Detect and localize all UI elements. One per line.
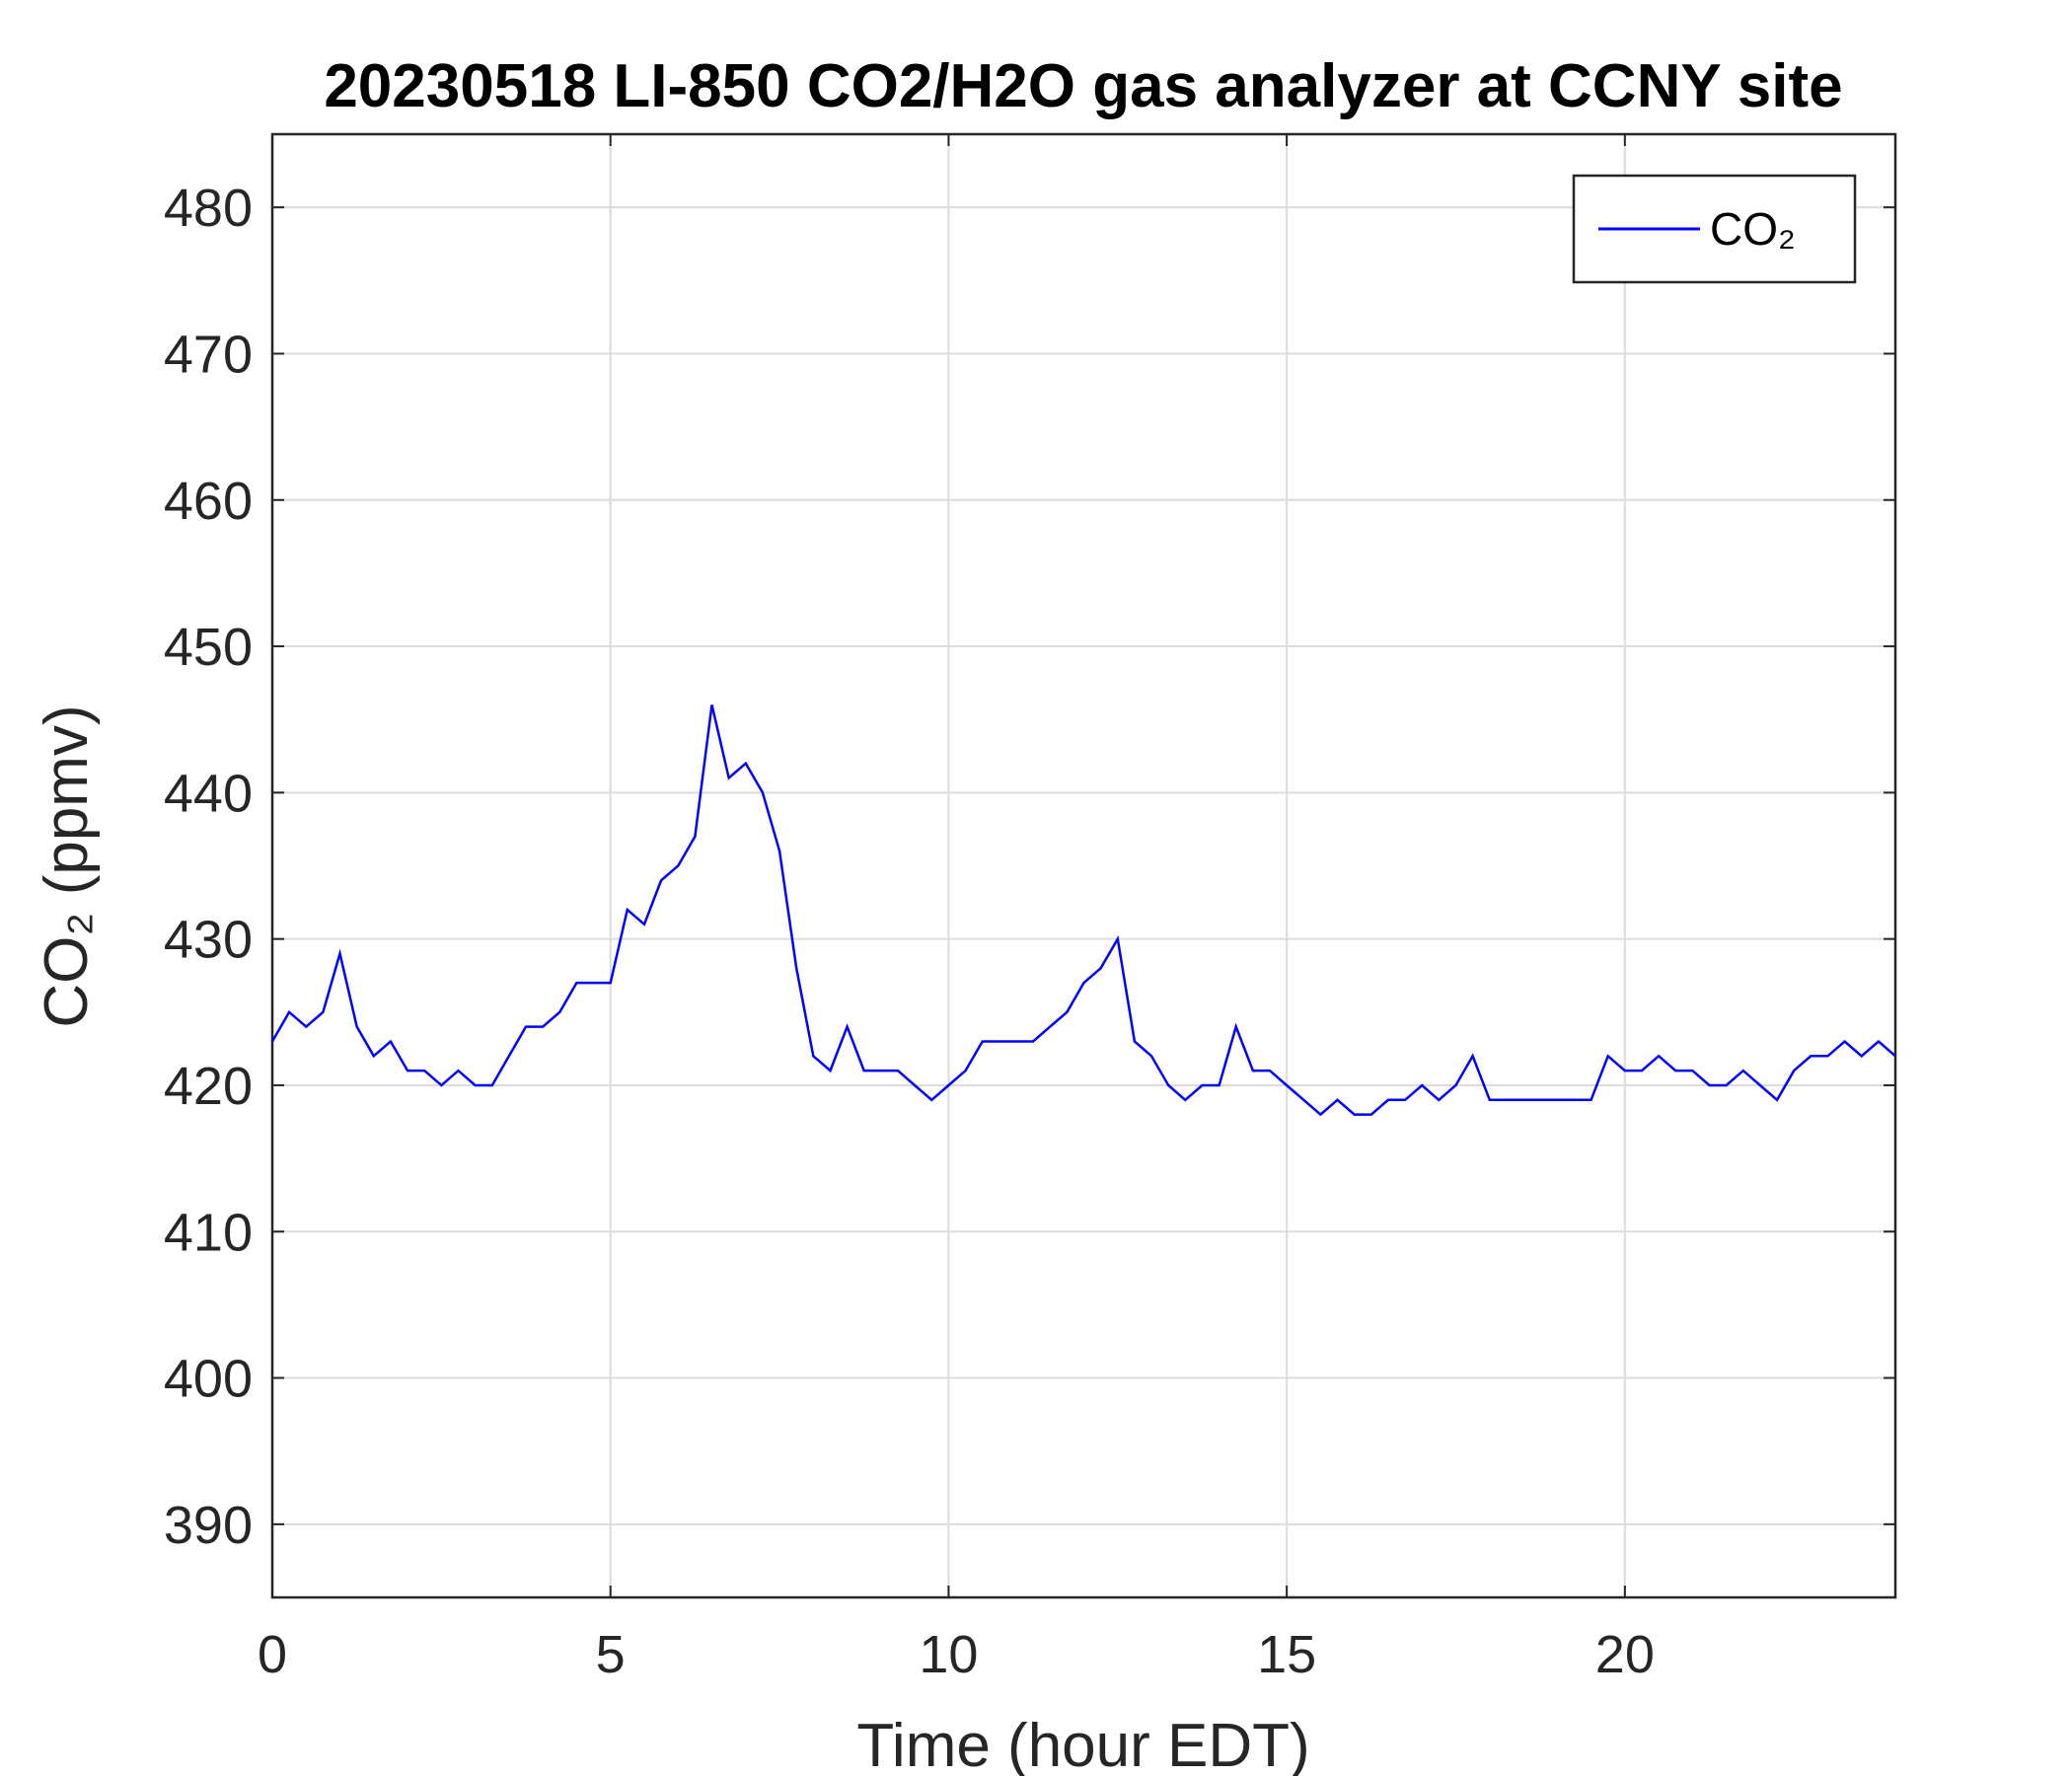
y-tick-label: 410 [164, 1203, 253, 1262]
data-line [270, 704, 1896, 1117]
x-tick-label: 20 [1595, 1625, 1655, 1684]
y-tick-label: 460 [164, 472, 253, 531]
y-tick-label: 400 [164, 1350, 253, 1409]
x-tick-label: 5 [596, 1625, 626, 1684]
chart-title: 20230518 LI-850 CO2/H2O gas analyzer at … [324, 52, 1842, 120]
y-tick-label: 390 [164, 1496, 253, 1555]
y-tick-label: 420 [164, 1057, 253, 1116]
y-tick-label: 430 [164, 911, 253, 970]
y-tick-label: 480 [164, 179, 253, 238]
y-axis-label: CO₂ (ppmv) [33, 704, 101, 1027]
x-tick-label: 0 [258, 1625, 287, 1684]
legend-label: CO₂ [1710, 203, 1796, 255]
y-tick-label: 440 [164, 764, 253, 823]
x-tick-label: 10 [919, 1625, 978, 1684]
y-tick-label: 470 [164, 325, 253, 384]
y-tick-label: 450 [164, 618, 253, 677]
x-tick-label: 15 [1257, 1625, 1316, 1684]
x-axis-label: Time (hour EDT) [856, 1712, 1309, 1776]
axes-box [270, 132, 1897, 1599]
